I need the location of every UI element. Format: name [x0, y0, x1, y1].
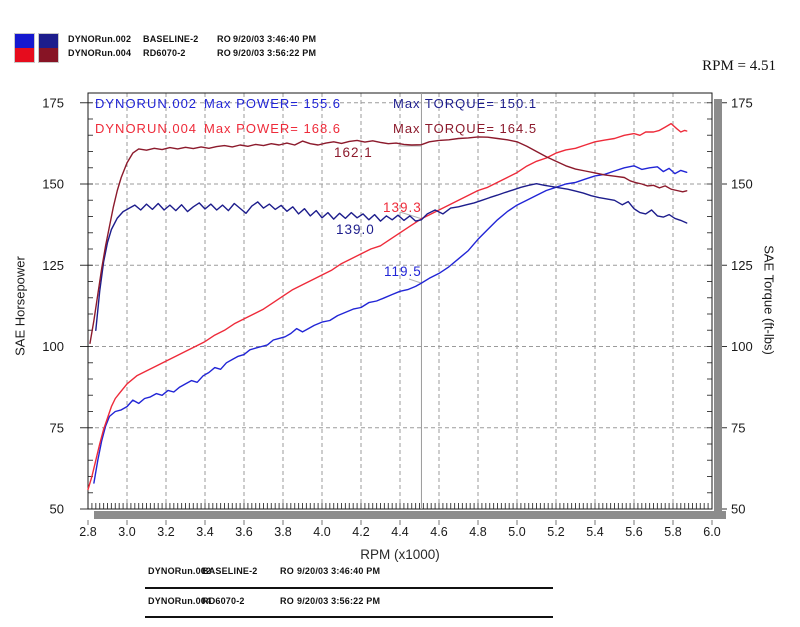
run-ro: RO [217, 34, 231, 44]
run-desc: BASELINE-2 [143, 34, 199, 44]
x-tick-label: 3.2 [157, 525, 174, 539]
legend-row-1: DYNORun.002 BASELINE-2 RO 9/20/03 3:46:4… [14, 34, 434, 47]
plot-frame [87, 92, 713, 510]
table-row: DYNORun.004 RD6070-2 RO 9/20/03 3:56:22 … [0, 596, 700, 608]
y-tick-label-left: 125 [42, 258, 64, 273]
run-datetime: 9/20/03 3:56:22 PM [297, 596, 381, 606]
stats-run-label: DYNORUN.002 [95, 96, 197, 111]
run-ro: RO [280, 596, 294, 606]
run-file: DYNORun.002 [68, 34, 132, 44]
y-tick-label-right: 150 [731, 177, 753, 192]
run-desc: RD6070-2 [143, 48, 186, 58]
cursor-value-label: 139.3 [383, 200, 422, 215]
label-leader [399, 211, 422, 220]
table-divider [145, 616, 553, 618]
power-002-swatch [15, 34, 34, 48]
y-tick-label-right: 75 [731, 420, 745, 435]
run-file: DYNORun.004 [148, 596, 212, 606]
x-tick-label: 4.0 [313, 525, 330, 539]
run-file: DYNORun.004 [68, 48, 132, 58]
curve-power-002 [93, 165, 688, 484]
curve-torque-002 [95, 182, 688, 331]
y-tick-label-right: 50 [731, 502, 745, 517]
torque-color-swatch [38, 33, 59, 63]
plot-shadow-right [714, 99, 722, 519]
x-tick-label: 2.8 [79, 525, 96, 539]
runs-legend: DYNORun.002 BASELINE-2 RO 9/20/03 3:46:4… [14, 31, 434, 65]
run-desc: BASELINE-2 [202, 566, 258, 576]
x-tick-label: 3.0 [118, 525, 135, 539]
power-004-swatch [15, 48, 34, 62]
legend-row-2: DYNORun.004 RD6070-2 RO 9/20/03 3:56:22 … [14, 48, 434, 61]
x-tick-label: 4.4 [391, 525, 408, 539]
run-datetime: 9/20/03 3:56:22 PM [233, 48, 317, 58]
y-tick-label-right: 100 [731, 339, 753, 354]
y-tick-label-left: 50 [50, 502, 64, 517]
torque-004-swatch [39, 48, 58, 62]
y-tick-label-right: 125 [731, 258, 753, 273]
curve-power-004 [87, 122, 688, 491]
run-datetime: 9/20/03 3:46:40 PM [233, 34, 317, 44]
power-color-swatch [14, 33, 35, 63]
y-tick-label-right: 175 [731, 95, 753, 110]
x-tick-label: 5.6 [625, 525, 642, 539]
x-tick-label: 5.8 [664, 525, 681, 539]
stats-max-torque: Max TORQUE= 150.1 [393, 96, 537, 111]
torque-002-swatch [39, 34, 58, 48]
stats-max-power: Max POWER= 155.6 [204, 96, 341, 111]
stats-max-torque: Max TORQUE= 164.5 [393, 121, 537, 136]
cursor-value-label: 139.0 [336, 222, 375, 237]
x-tick-label: 4.2 [352, 525, 369, 539]
x-tick-label: 6.0 [703, 525, 720, 539]
stats-max-power: Max POWER= 168.6 [204, 121, 341, 136]
x-tick-label: 5.4 [586, 525, 603, 539]
run-ro: RO [280, 566, 294, 576]
plot-shadow-bottom [94, 511, 726, 519]
cursor-value-label: 162.1 [334, 145, 373, 160]
x-tick-label: 4.8 [469, 525, 486, 539]
x-tick-label: 5.2 [547, 525, 564, 539]
x-tick-label: 3.8 [274, 525, 291, 539]
x-axis-label: RPM (x1000) [360, 547, 440, 562]
y-tick-label-left: 150 [42, 177, 64, 192]
label-leader [408, 278, 422, 284]
y-tick-label-left: 75 [50, 420, 64, 435]
y-tick-label-left: 175 [42, 95, 64, 110]
x-tick-label: 4.6 [430, 525, 447, 539]
y-tick-label-left: 100 [42, 339, 64, 354]
stats-run-label: DYNORUN.004 [95, 121, 197, 136]
table-divider [145, 587, 553, 589]
x-tick-label: 5.0 [508, 525, 525, 539]
rpm-cursor-readout: RPM = 4.51 [702, 58, 776, 74]
run-datetime: 9/20/03 3:46:40 PM [297, 566, 381, 576]
run-ro: RO [217, 48, 231, 58]
curve-torque-004 [89, 136, 688, 344]
x-tick-label: 3.6 [235, 525, 252, 539]
table-row: DYNORun.002 BASELINE-2 RO 9/20/03 3:46:4… [0, 566, 700, 578]
run-file: DYNORun.002 [148, 566, 212, 576]
run-desc: RD6070-2 [202, 596, 245, 606]
x-tick-label: 3.4 [196, 525, 213, 539]
cursor-value-label: 119.5 [384, 264, 422, 279]
